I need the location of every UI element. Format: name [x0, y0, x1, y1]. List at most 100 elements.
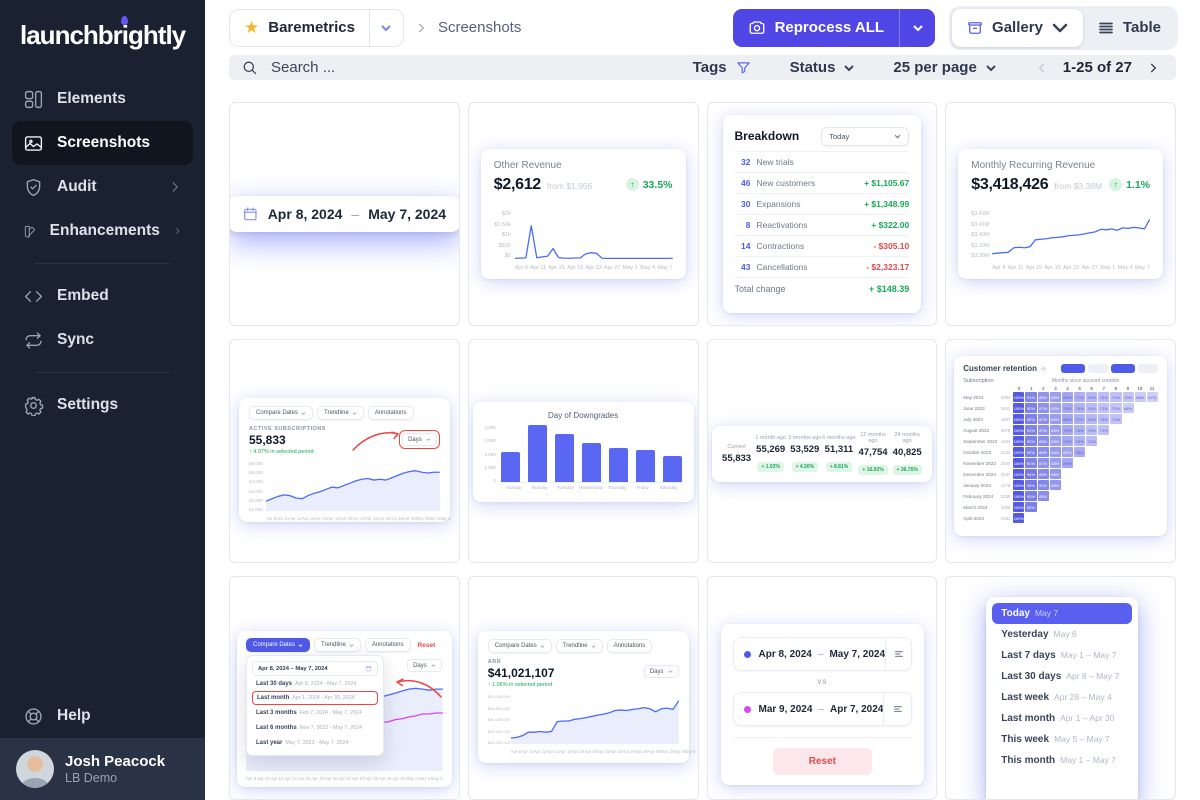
thumb-trendline-button: Trendline: [555, 639, 603, 653]
chevron-down-icon: [301, 411, 306, 415]
bar: [500, 452, 520, 482]
thumb-retention-title: Customer retention: [963, 364, 1038, 373]
status-filter[interactable]: Status: [790, 59, 856, 76]
thumb-versus-footer: Reset: [732, 737, 913, 785]
thumb-y-axis: $41,000,000 $40,800,000 $40,600,000 $40,400…: [488, 692, 511, 754]
thumb-retention-cell-group: 1944: [1000, 438, 1011, 444]
thumb-breakdown-total: Total change + $148.39: [734, 277, 910, 299]
sidebar-item-enhancements[interactable]: Enhancements: [12, 209, 193, 253]
sidebar-item-embed[interactable]: Embed: [12, 274, 193, 318]
chevron-down-icon: [591, 644, 596, 648]
thumb-metric-value: $2,612: [493, 176, 541, 193]
tags-filter[interactable]: Tags: [693, 59, 752, 76]
chevron-left-icon[interactable]: [1035, 61, 1049, 75]
thumb-retention-cell-group: 1941: [1000, 405, 1011, 411]
screenshot-card-active-subscriptions[interactable]: Compare Dates Trendline Annotations ACTI…: [229, 339, 460, 563]
retention-cell: 92%: [1025, 502, 1037, 512]
thumb-retention-cell-group: 100% 93% 88%: [1013, 491, 1158, 501]
thumb-growth-col: 3 months ago 53,529 + 4.30%: [788, 435, 822, 472]
chevron-right-icon[interactable]: [1146, 61, 1160, 75]
thumb-date-end: May 7, 2024: [368, 206, 447, 222]
tick-label: Apr 22: [352, 516, 365, 521]
screenshot-card-day-of-downgrades[interactable]: Day of Downgrades 4,000 3,000 2,000 1,000 0 …: [467, 339, 699, 563]
screenshot-card-date-presets[interactable]: Today May 7 Yesterday May 6 Last 7 days May…: [945, 576, 1176, 800]
retention-cell: 81%: [1061, 447, 1073, 457]
search-input[interactable]: [271, 59, 591, 77]
tick-label: Apr 16: [559, 749, 572, 754]
screenshot-card-date-range-picker[interactable]: Apr 8, 2024 – May 7, 2024: [229, 102, 460, 326]
thumb-preset-item: Last 7 days May 1 – May 7: [1001, 650, 1117, 661]
thumb-compare-dates-button: Compare Dates: [487, 639, 552, 653]
arrow-up-icon: ↑: [625, 178, 639, 191]
thumb-retention-row: November 2023 2044 100% 91% 87% 83% 80%: [963, 458, 1158, 468]
thumb-retention-col-label: Subscription: [963, 378, 994, 384]
retention-cell: 86%: [1037, 392, 1049, 402]
retention-cell: 80%: [1061, 414, 1073, 424]
reprocess-all-main[interactable]: Reprocess ALL: [733, 9, 899, 47]
thumb-metric-from: from $3.38M: [1054, 181, 1103, 191]
screenshot-card-customer-retention[interactable]: Customer retention Subscription Months s…: [945, 339, 1176, 563]
screenshot-card-breakdown[interactable]: Breakdown Today 32 New trials 46 New custo…: [706, 102, 938, 326]
workspace-switcher[interactable]: ★ Baremetrics: [229, 8, 404, 47]
thumb-breakdown-row: 43 Cancellations - $2,323.17: [734, 256, 910, 277]
view-toggle-table[interactable]: Table: [1083, 9, 1175, 47]
reprocess-all-caret[interactable]: [899, 8, 935, 47]
filter-bar: Tags Status 25 per page 1-25 of 27: [229, 55, 1176, 80]
user-menu[interactable]: Josh Peacock LB Demo: [0, 738, 205, 800]
tick-label: Apr 8: [992, 265, 1006, 271]
search-box[interactable]: [241, 59, 693, 77]
menu-lines-icon: [883, 693, 911, 725]
screenshot-card-versus-ranges[interactable]: Apr 8, 2024 – May 7, 2024 vs Mar 9, 2024…: [706, 576, 938, 800]
retention-cell: 100%: [1013, 425, 1025, 435]
swatch-icon: [24, 225, 35, 238]
thumb-retention-cell-group: 2230: [1000, 493, 1011, 499]
view-toggle-gallery[interactable]: Gallery: [952, 8, 1083, 47]
thumb-retention-toggles: [1061, 364, 1158, 373]
thumb-breakdown-rows: 32 New trials 46 New customers + $1,105.67 …: [734, 151, 910, 299]
screenshot-card-arr[interactable]: Compare Dates Trendline Annotations ARR …: [467, 576, 699, 800]
thumb-growth-badge: + 1.02%: [757, 461, 784, 472]
retention-cell: 92%: [1025, 447, 1037, 457]
tick-label: Apr 27: [604, 265, 621, 271]
main-area: ★ Baremetrics Screenshots Reprocess ALL: [205, 0, 1200, 800]
tick-label: $41,000,000: [487, 694, 510, 699]
thumb-reset-link: Reset: [417, 641, 436, 649]
thumb-retention-cell-group: 2091: [1000, 394, 1011, 400]
sidebar-item-elements[interactable]: Elements: [12, 77, 193, 121]
retention-cell: 100%: [1013, 392, 1025, 402]
per-page-select[interactable]: 25 per page: [893, 59, 996, 76]
thumb-plot: Apr 8 Apr 10 Apr 12 Apr 14 Apr 16 Apr 18 Apr 2…: [510, 692, 696, 754]
workspace-switcher-caret[interactable]: [368, 9, 403, 46]
workspace-switcher-main[interactable]: ★ Baremetrics: [230, 10, 369, 46]
reprocess-all-button[interactable]: Reprocess ALL: [732, 8, 936, 47]
sidebar-item-label: Enhancements: [49, 222, 160, 239]
sidebar-item-sync[interactable]: Sync: [12, 318, 193, 362]
thumb-preset-item: Yesterday May 6: [1001, 629, 1077, 640]
thumb-retention-cell-group: August 2023: [963, 427, 990, 433]
sidebar-item-settings[interactable]: Settings: [12, 383, 193, 427]
tick-label: $3.42M: [971, 211, 990, 217]
screenshot-card-other-revenue[interactable]: Other Revenue $2,612 from $1,956 ↑ 33.5%…: [467, 102, 699, 326]
screenshot-card-compare-dates[interactable]: Compare Dates Trendline Annotations Rese…: [229, 576, 460, 800]
thumb-retention-cell-group: 100% 94% 89% 85%: [1013, 469, 1158, 479]
screenshot-card-mrr[interactable]: Monthly Recurring Revenue $3,418,426 fro…: [945, 102, 1176, 326]
sidebar-item-help[interactable]: Help: [12, 694, 193, 738]
thumb-delta-text: ↑ 4.97% in selected period: [249, 449, 314, 455]
tick-label: Apr 24: [364, 516, 378, 521]
thumb-retention-cell-group: 100% 92% 88% 84% 81% 78%: [1013, 447, 1158, 457]
thumb-retention-cell-group: 100%: [1013, 513, 1158, 523]
thumb-breakdown-row: 46 New customers + $1,105.67: [734, 172, 910, 193]
tick-label: Apr 20: [324, 776, 338, 781]
tick-label: 10: [1137, 386, 1143, 391]
thumb-metric-title: Other Revenue: [493, 160, 562, 171]
sidebar-divider: [35, 372, 170, 373]
screenshot-card-growth-comparison[interactable]: Current 55,833 1 month ago 55,269 + 1.02% 3…: [706, 339, 938, 563]
tick-label: Apr 24: [351, 776, 365, 781]
tick-label: 6: [1090, 386, 1093, 391]
sidebar-item-audit[interactable]: Audit: [12, 165, 193, 209]
sidebar-item-screenshots[interactable]: Screenshots: [12, 121, 193, 165]
thumb-interval-select: Days: [643, 665, 679, 678]
tick-label: 0: [1018, 386, 1021, 391]
sidebar-item-label: Sync: [57, 331, 95, 348]
tick-label: Apr 22: [338, 776, 351, 781]
